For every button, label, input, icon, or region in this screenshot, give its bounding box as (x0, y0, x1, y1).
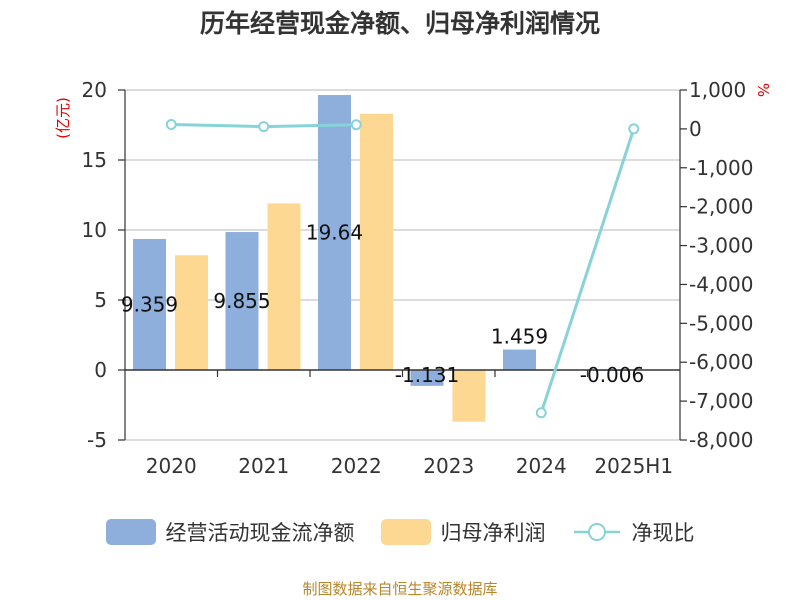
bar-net-profit (360, 113, 393, 371)
y-right-tick-label: -7,000 (689, 389, 753, 413)
ratio-point (535, 407, 547, 419)
y-left-tick-label: 5 (94, 288, 107, 312)
legend-item-ratio[interactable]: 净现比 (572, 517, 695, 547)
bar-operating-cf (133, 238, 166, 370)
bar-operating-cf (318, 95, 351, 370)
legend: 经营活动现金流净额 归母净利润 净现比 (0, 517, 800, 547)
ratio-line (539, 128, 636, 414)
x-tick-label: 2025H1 (594, 454, 673, 478)
bar-net-profit (175, 255, 208, 370)
ratio-point (350, 119, 362, 131)
bar-net-profit (267, 203, 301, 370)
x-tick-label: 2020 (146, 454, 197, 478)
legend-swatch-operating-cf (105, 519, 156, 545)
data-label-operating-cf: -0.006 (580, 363, 644, 387)
legend-item-net-profit[interactable]: 归母净利润 (380, 517, 546, 547)
y-left-tick-label: 15 (82, 148, 107, 172)
bar-operating-cf (410, 370, 444, 386)
bar-net-profit (452, 370, 486, 422)
x-tick-label: 2022 (331, 454, 382, 478)
ratio-point (628, 123, 640, 135)
data-label-operating-cf: 1.459 (491, 325, 548, 349)
ratio-point (258, 121, 270, 133)
data-label-operating-cf: 9.855 (213, 289, 270, 313)
legend-item-operating-cf[interactable]: 经营活动现金流净额 (105, 517, 355, 547)
data-label-operating-cf: 9.359 (121, 292, 178, 316)
legend-label-net-profit: 归母净利润 (440, 521, 546, 545)
y-right-tick-label: -8,000 (689, 428, 753, 452)
y-right-tick-label: 0 (689, 117, 702, 141)
y-left-unit: (亿元) (54, 97, 72, 139)
y-left-tick-label: 20 (82, 78, 107, 102)
bar-operating-cf (225, 232, 259, 370)
legend-label-operating-cf: 经营活动现金流净额 (165, 521, 355, 545)
legend-swatch-net-profit (380, 519, 431, 545)
legend-line-marker-icon (573, 523, 620, 541)
bar-operating-cf (503, 349, 536, 370)
data-label-operating-cf: 19.64 (306, 221, 363, 245)
source-note: 制图数据来自恒生聚源数据库 (302, 580, 498, 598)
chart-title: 历年经营现金净额、归母净利润情况 (199, 9, 600, 38)
y-right-tick-label: -3,000 (689, 234, 753, 258)
x-tick-label: 2024 (516, 454, 567, 478)
y-left-tick-label: 0 (94, 358, 107, 382)
x-tick-label: 2021 (238, 454, 289, 478)
y-right-tick-label: -2,000 (689, 195, 753, 219)
legend-label-ratio: 净现比 (631, 521, 695, 545)
y-right-tick-label: -4,000 (689, 272, 753, 296)
ratio-point (165, 118, 177, 130)
y-right-tick-label: -5,000 (689, 311, 753, 335)
y-right-tick-label: -1,000 (689, 156, 753, 180)
y-right-tick-label: 1,000 (689, 78, 746, 102)
y-right-unit: % (754, 83, 772, 97)
x-tick-label: 2023 (423, 454, 474, 478)
y-right-tick-label: -6,000 (689, 350, 753, 374)
data-label-operating-cf: -1.131 (395, 363, 459, 387)
y-left-tick-label: -5 (87, 428, 107, 452)
y-left-tick-label: 10 (82, 218, 107, 242)
